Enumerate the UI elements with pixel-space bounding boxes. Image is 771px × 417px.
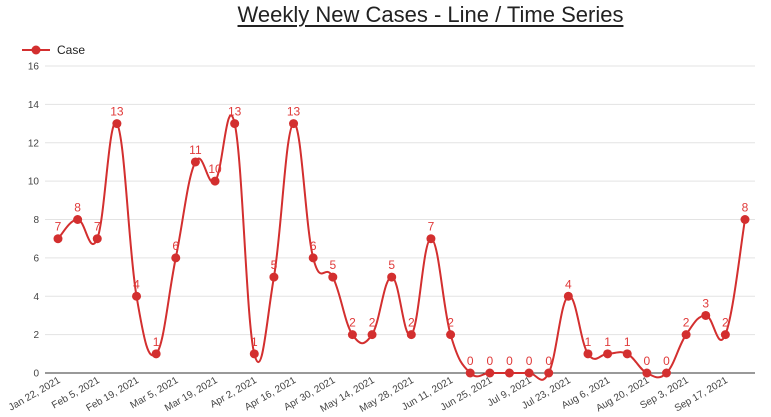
data-label: 2 xyxy=(369,316,376,330)
data-label: 2 xyxy=(408,316,415,330)
data-point[interactable] xyxy=(720,330,730,340)
data-point[interactable] xyxy=(92,234,102,244)
data-point[interactable] xyxy=(249,349,259,359)
data-point[interactable] xyxy=(406,330,416,340)
data-label: 13 xyxy=(110,105,124,119)
data-label: 1 xyxy=(251,335,258,349)
data-point[interactable] xyxy=(190,157,200,167)
y-axis: 0 2 4 6 8 10 12 14 16 xyxy=(28,62,40,380)
data-label: 0 xyxy=(506,354,513,368)
data-point[interactable] xyxy=(53,234,63,244)
data-point[interactable] xyxy=(171,253,181,263)
data-point[interactable] xyxy=(210,176,220,186)
data-label: 10 xyxy=(208,162,222,176)
data-point[interactable] xyxy=(426,234,436,244)
data-point[interactable] xyxy=(308,253,318,263)
data-points xyxy=(53,119,750,378)
data-label: 2 xyxy=(447,316,454,330)
y-tick-label: 6 xyxy=(33,253,39,264)
data-point[interactable] xyxy=(603,349,613,359)
y-tick-label: 14 xyxy=(28,100,40,111)
data-point[interactable] xyxy=(230,119,240,129)
y-tick-label: 4 xyxy=(33,292,39,303)
y-tick-label: 10 xyxy=(28,177,40,188)
data-point[interactable] xyxy=(583,349,593,359)
data-point[interactable] xyxy=(465,368,475,378)
data-point[interactable] xyxy=(563,291,573,301)
data-label: 1 xyxy=(624,335,631,349)
y-tick-label: 12 xyxy=(28,138,40,149)
data-point[interactable] xyxy=(524,368,534,378)
data-label: 8 xyxy=(74,201,81,215)
data-label: 6 xyxy=(310,239,317,253)
data-label: 1 xyxy=(153,335,160,349)
data-point[interactable] xyxy=(328,272,338,282)
data-label: 0 xyxy=(644,354,651,368)
data-label: 2 xyxy=(349,316,356,330)
data-label: 7 xyxy=(94,220,101,234)
data-label: 5 xyxy=(388,258,395,272)
data-label: 0 xyxy=(486,354,493,368)
data-label: 1 xyxy=(585,335,592,349)
data-point[interactable] xyxy=(367,330,377,340)
gridlines xyxy=(45,65,755,374)
legend-line-marker-icon xyxy=(22,45,50,55)
data-label: 7 xyxy=(428,220,435,234)
data-point[interactable] xyxy=(132,291,142,301)
data-label: 0 xyxy=(663,354,670,368)
data-point[interactable] xyxy=(661,368,671,378)
y-tick-label: 8 xyxy=(33,215,39,226)
data-label: 4 xyxy=(565,277,572,291)
data-label: 1 xyxy=(604,335,611,349)
data-point[interactable] xyxy=(504,368,514,378)
data-label: 13 xyxy=(228,105,242,119)
data-point[interactable] xyxy=(681,330,691,340)
data-point[interactable] xyxy=(446,330,456,340)
data-point[interactable] xyxy=(740,215,750,224)
legend[interactable]: Case xyxy=(21,43,85,57)
data-label: 2 xyxy=(722,316,729,330)
y-tick-label: 2 xyxy=(33,330,39,341)
data-label: 6 xyxy=(172,239,179,253)
data-label: 5 xyxy=(271,258,278,272)
data-label: 5 xyxy=(329,258,336,272)
data-point[interactable] xyxy=(701,310,711,320)
y-tick-label: 16 xyxy=(28,62,40,73)
data-label: 0 xyxy=(545,354,552,368)
data-point[interactable] xyxy=(112,119,122,129)
data-point[interactable] xyxy=(642,368,652,378)
data-label: 13 xyxy=(287,105,301,119)
data-label: 3 xyxy=(702,296,709,310)
data-label: 11 xyxy=(189,143,202,157)
data-label: 0 xyxy=(526,354,533,368)
data-point[interactable] xyxy=(485,368,495,378)
y-tick-label: 0 xyxy=(33,369,39,380)
legend-series-label: Case xyxy=(57,43,86,57)
data-point[interactable] xyxy=(289,119,299,129)
data-point[interactable] xyxy=(347,330,357,340)
data-label: 0 xyxy=(467,354,474,368)
data-point[interactable] xyxy=(151,349,161,359)
series-line xyxy=(57,114,746,381)
data-label: 7 xyxy=(55,220,62,234)
data-label: 4 xyxy=(133,277,140,291)
data-label: 8 xyxy=(742,201,749,215)
data-point[interactable] xyxy=(622,349,632,359)
data-label: 2 xyxy=(683,316,690,330)
chart-title: Weekly New Cases - Line / Time Series xyxy=(237,2,624,27)
data-point[interactable] xyxy=(73,215,83,224)
data-point[interactable] xyxy=(387,272,397,282)
data-point[interactable] xyxy=(544,368,554,378)
data-point[interactable] xyxy=(269,272,279,282)
